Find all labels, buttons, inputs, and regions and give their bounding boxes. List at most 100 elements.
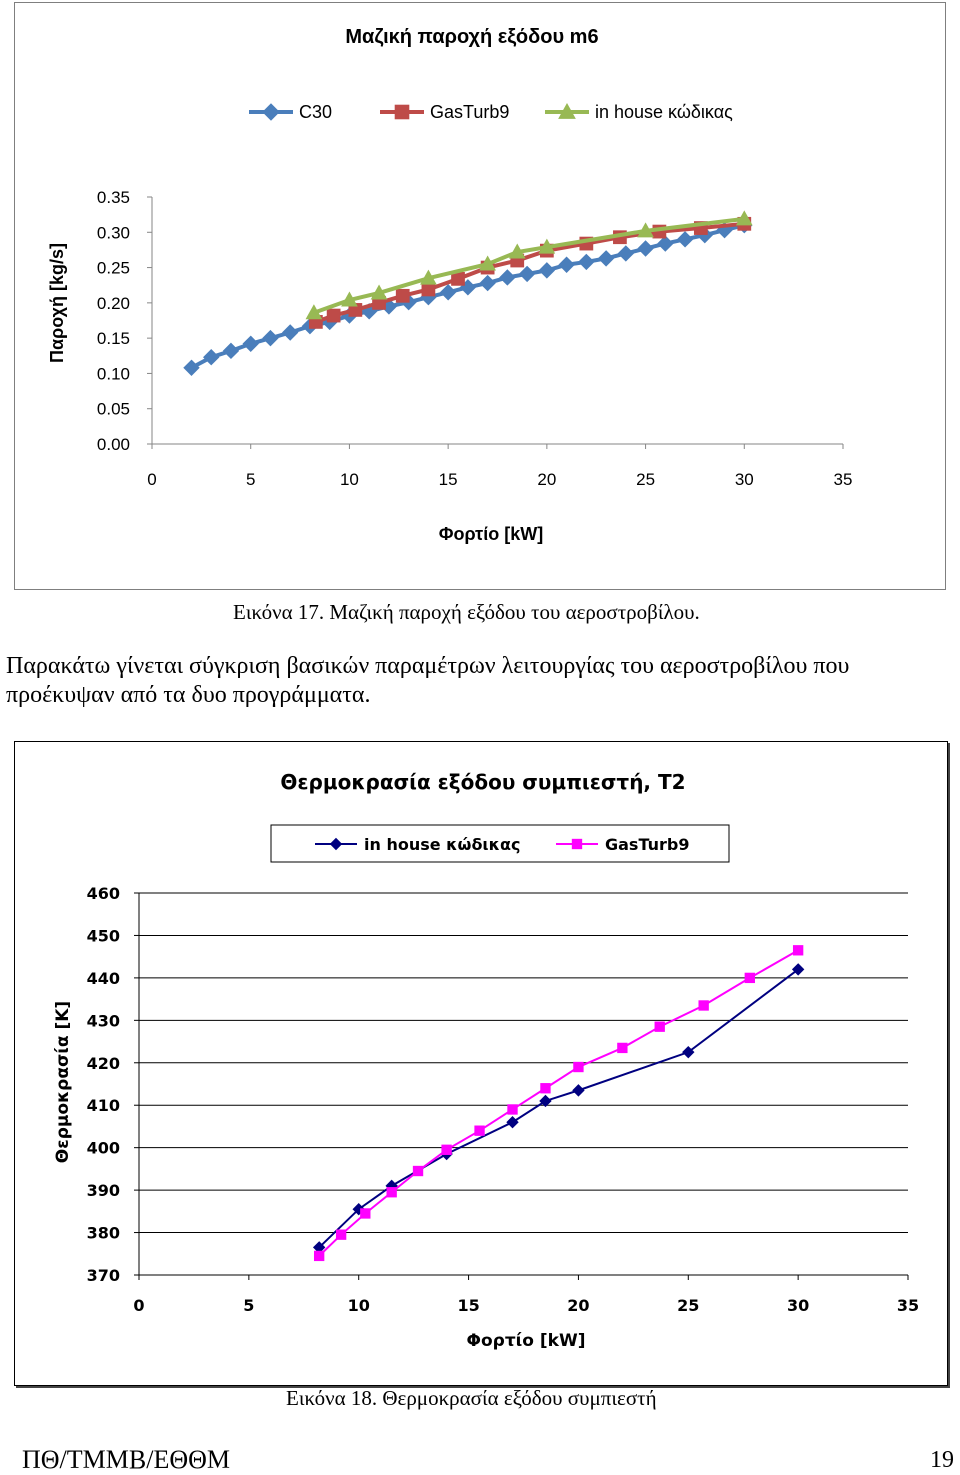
data-point [676, 231, 694, 248]
data-point [499, 269, 516, 286]
data-point [183, 359, 200, 376]
legend-marker [262, 103, 280, 121]
y-tick-label: 0.30 [97, 223, 130, 242]
compressor-temperature-chart: Θερμοκρασία εξόδου συμπιεστή, T2 in hous… [14, 741, 948, 1386]
data-point [617, 1042, 628, 1054]
y-tick-label: 370 [87, 1266, 120, 1285]
x-tick-label: 5 [246, 470, 255, 489]
data-point [518, 265, 536, 283]
paragraph-line-2: προέκυψαν από τα δυο προγράμματα. [6, 682, 371, 708]
data-point [617, 245, 635, 262]
body-paragraph: Παρακάτω γίνεται σύγκριση βασικών παραμέ… [6, 652, 960, 710]
data-point [479, 255, 496, 271]
mass-flow-chart: Μαζική παροχή εξόδου m6 C30 GasTurb9 in ho… [14, 2, 946, 590]
series-0 [183, 217, 753, 376]
data-point [421, 282, 436, 297]
legend-marker [329, 837, 343, 851]
x-tick-label: 25 [636, 470, 655, 489]
series-1 [313, 945, 804, 1262]
x-tick-label: 20 [537, 470, 556, 489]
x-tick-label: 0 [147, 470, 156, 489]
legend-label: C30 [299, 102, 332, 122]
data-point [538, 262, 556, 279]
data-point [698, 1000, 709, 1011]
data-point [439, 284, 457, 301]
x-tick-label: 5 [243, 1296, 254, 1315]
data-point [682, 1045, 695, 1059]
data-point [657, 235, 674, 252]
y-tick-label: 0.00 [97, 435, 130, 454]
data-point [538, 238, 556, 254]
legend-label: in house κώδικας [364, 835, 521, 854]
y-tick-label: 0.25 [97, 259, 130, 278]
y-tick-label: 400 [87, 1139, 120, 1158]
y-axis-label: Παροχή [kg/s] [47, 243, 67, 363]
data-point [791, 963, 805, 976]
x-tick-label: 35 [897, 1296, 919, 1315]
x-tick-label: 15 [439, 470, 458, 489]
series-line [318, 949, 799, 1257]
data-point [792, 945, 804, 956]
data-point [386, 1187, 397, 1198]
data-point [735, 210, 753, 226]
x-axis-label: Φορτίο [kW] [467, 1331, 586, 1351]
data-point [370, 284, 388, 300]
y-tick-label: 410 [87, 1096, 120, 1115]
data-point [360, 1208, 371, 1219]
legend-label: GasTurb9 [605, 835, 689, 854]
data-point [597, 250, 615, 267]
chart-legend: in house κώδικας GasTurb9 [315, 835, 689, 854]
chart-title: Μαζική παροχή εξόδου m6 [345, 26, 598, 48]
y-tick-label: 380 [87, 1224, 120, 1243]
legend-marker [571, 838, 583, 850]
data-point [654, 1021, 665, 1032]
data-point [335, 1229, 347, 1240]
mass-flow-chart-svg: Μαζική παροχή εξόδου m6 C30 GasTurb9 in ho… [47, 26, 853, 544]
plot-area: 0.00 0.05 0.10 0.15 0.20 0.25 0.30 0.35 0 5 10 15 20… [97, 188, 853, 489]
series-line [318, 968, 799, 1249]
data-point [222, 342, 240, 360]
x-tick-label: 10 [340, 470, 359, 489]
data-point [242, 335, 259, 352]
data-point [558, 256, 575, 273]
x-tick-label: 30 [787, 1296, 809, 1315]
legend-item: GasTurb9 [556, 835, 689, 854]
plot-area: 370 380 390 400 410 420 430 440 450 460 0 5 10 15 20 25… [87, 884, 920, 1315]
data-point [441, 1144, 452, 1155]
y-tick-label: 0.35 [97, 188, 130, 207]
footer-department: ΠΘ/ΤΜΜΒ/ΕΘΘΜ [22, 1445, 231, 1474]
data-point [395, 288, 410, 303]
y-tick-label: 0.20 [97, 294, 130, 313]
page-number: 19 [930, 1447, 954, 1473]
data-point [412, 1165, 424, 1177]
legend-marker [394, 104, 410, 120]
data-point [281, 324, 299, 341]
data-point [637, 240, 654, 257]
data-point [578, 253, 595, 271]
series-2 [305, 210, 753, 320]
x-tick-label: 30 [735, 470, 754, 489]
data-point [262, 329, 279, 347]
x-tick-label: 15 [457, 1296, 479, 1315]
legend-item: in house κώδικας [545, 102, 733, 122]
y-tick-label: 430 [87, 1011, 120, 1030]
y-tick-label: 450 [87, 926, 120, 945]
legend-item: GasTurb9 [380, 102, 509, 122]
data-point [637, 222, 654, 238]
data-point [420, 269, 437, 285]
legend-item: C30 [249, 102, 332, 122]
y-tick-label: 0.05 [97, 400, 130, 419]
legend-item: in house κώδικας [315, 835, 521, 854]
data-point [539, 1094, 552, 1108]
data-point [479, 274, 496, 292]
x-tick-label: 25 [677, 1296, 699, 1315]
data-point [507, 1104, 518, 1115]
y-tick-label: 390 [87, 1181, 120, 1200]
x-tick-label: 35 [834, 470, 853, 489]
data-point [451, 271, 465, 286]
y-tick-label: 420 [87, 1054, 120, 1073]
data-point [305, 304, 323, 320]
y-tick-label: 460 [87, 884, 120, 903]
data-point [508, 243, 526, 259]
data-point [744, 972, 755, 984]
